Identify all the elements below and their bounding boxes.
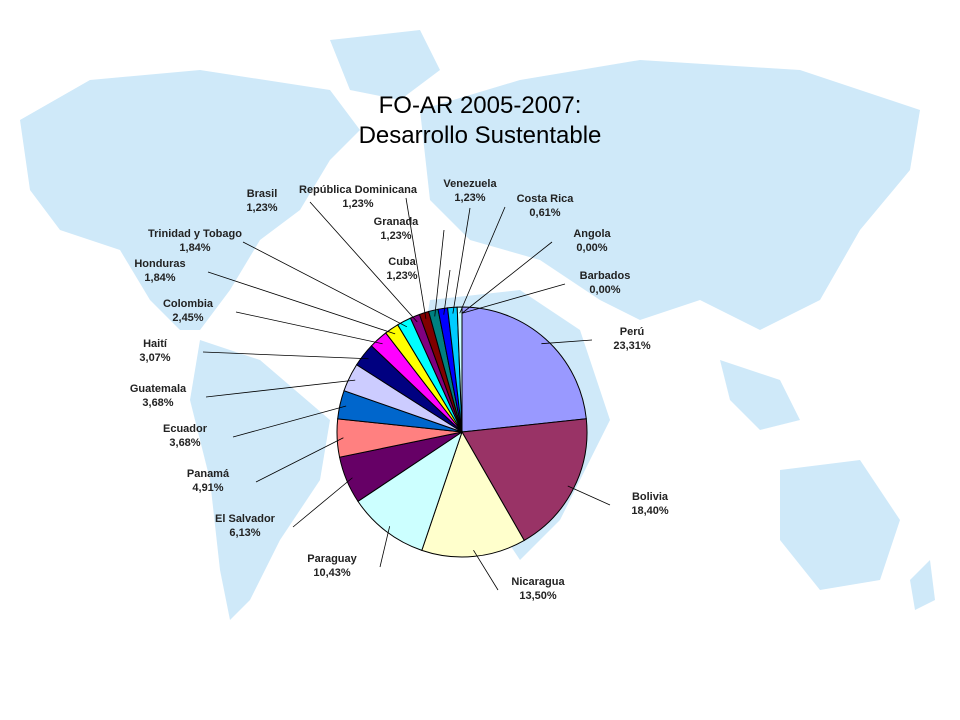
leader-line <box>459 206 506 314</box>
leader-line <box>309 201 418 323</box>
slice-value: 18,40% <box>631 505 669 517</box>
slice-label: Haití <box>143 338 168 350</box>
slice-label: Ecuador <box>163 423 208 435</box>
slice-label: Paraguay <box>307 553 357 565</box>
slice-value: 1,84% <box>179 242 210 254</box>
leader-line <box>379 526 391 568</box>
slice-value: 2,45% <box>172 312 203 324</box>
leader-line <box>567 485 611 506</box>
slice-label: El Salvador <box>215 513 276 525</box>
leader-line <box>461 283 566 314</box>
leader-line <box>232 405 347 438</box>
slice-label: Granada <box>374 216 420 228</box>
slice-value: 0,00% <box>576 242 607 254</box>
slice-label: Venezuela <box>443 178 497 190</box>
slice-value: 1,23% <box>342 198 373 210</box>
slice-value: 1,23% <box>246 202 277 214</box>
leader-line <box>235 311 383 345</box>
leader-line <box>292 477 353 528</box>
leader-line <box>242 241 408 328</box>
slice-value: 23,31% <box>613 340 651 352</box>
leader-line <box>452 207 471 314</box>
slice-label: Guatemala <box>130 383 187 395</box>
slice-value: 13,50% <box>519 590 557 602</box>
slice-value: 1,23% <box>454 192 485 204</box>
chart-title: FO-AR 2005-2007: <box>379 92 582 119</box>
slice-value: 0,61% <box>529 207 560 219</box>
slice-value: 1,84% <box>144 272 175 284</box>
slice-label: Perú <box>620 326 644 338</box>
slice-label: Bolivia <box>632 491 669 503</box>
slice-value: 3,68% <box>142 397 173 409</box>
leader-line <box>461 241 553 314</box>
slice-label: Angola <box>573 228 611 240</box>
leader-line <box>207 271 396 335</box>
slice-label: Honduras <box>134 258 185 270</box>
slice-label: Brasil <box>247 188 278 200</box>
pie-slice <box>421 430 525 558</box>
leader-line <box>434 229 445 317</box>
leader-line <box>443 269 451 315</box>
slice-label: Barbados <box>580 270 631 282</box>
slice-value: 0,00% <box>589 284 620 296</box>
pie-slice <box>357 430 463 551</box>
leader-line <box>205 379 356 398</box>
slice-value: 1,23% <box>386 270 417 282</box>
leader-line <box>255 437 344 483</box>
leader-line <box>405 197 427 319</box>
slice-value: 6,13% <box>229 527 260 539</box>
slice-label: Trinidad y Tobago <box>148 228 242 240</box>
slice-label: República Dominicana <box>299 184 418 196</box>
leader-line <box>541 339 593 345</box>
leader-line <box>473 549 499 591</box>
leader-line <box>202 351 369 360</box>
slice-value: 3,68% <box>169 437 200 449</box>
slice-label: Costa Rica <box>517 193 575 205</box>
slice-label: Colombia <box>163 298 214 310</box>
slice-value: 3,07% <box>139 352 170 364</box>
slice-value: 1,23% <box>380 230 411 242</box>
slice-value: 10,43% <box>313 567 351 579</box>
chart-title: Desarrollo Sustentable <box>359 122 602 149</box>
slice-label: Cuba <box>388 256 416 268</box>
slice-value: 4,91% <box>192 482 223 494</box>
slice-label: Panamá <box>187 468 230 480</box>
slice-label: Nicaragua <box>511 576 565 588</box>
